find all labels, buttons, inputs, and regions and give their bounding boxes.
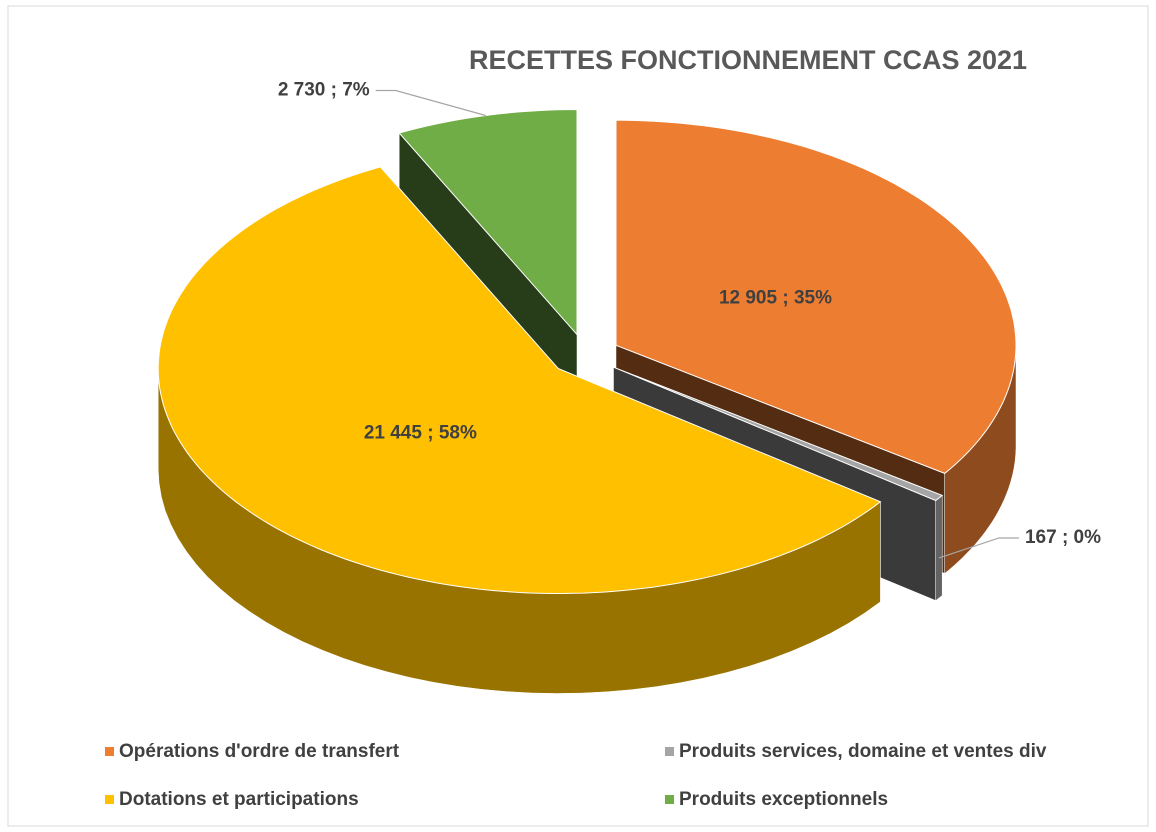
slice (613, 366, 944, 502)
chart-title: RECETTES FONCTIONNEMENT CCAS 2021 (469, 45, 1027, 75)
data-label: 21 445 ; 58% (364, 423, 477, 444)
data-label: 167 ; 0% (1025, 527, 1101, 548)
data-label: 12 905 ; 35% (719, 287, 832, 308)
leader-line (375, 89, 486, 117)
legend-swatch (105, 747, 114, 756)
legend-label: Opérations d'ordre de transfert (119, 741, 400, 762)
slice (615, 119, 1017, 474)
legend-swatch (665, 747, 674, 756)
legend-swatch (665, 795, 674, 804)
leader-line (938, 537, 1019, 559)
legend-label: Produits exceptionnels (679, 789, 888, 810)
slice-side (935, 494, 943, 602)
data-label: 2 730 ; 7% (278, 80, 370, 101)
legend-swatch (105, 795, 114, 804)
legend-label: Produits services, domaine et ventes div (679, 741, 1047, 762)
slice (157, 166, 882, 594)
legend-label: Dotations et participations (119, 789, 359, 810)
